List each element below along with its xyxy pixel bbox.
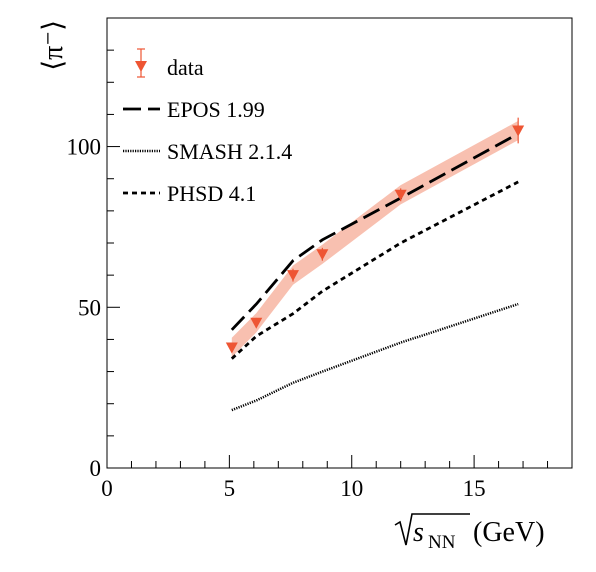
y-axis-title: ⟨π⁻⟩ [38,20,69,71]
x-tick-label: 15 [463,476,486,501]
legend-label: data [167,55,204,80]
data-point [394,189,407,201]
axis-ticks: 0 5 10 15 0 50 100 [67,17,573,501]
data-band [231,120,519,358]
series-line-smash-2-1-4 [231,302,519,412]
y-tick-label: 100 [67,135,102,160]
data-uncertainty-band [231,120,519,358]
y-tick-label: 0 [90,456,102,481]
model-lines [230,132,519,412]
legend-label: EPOS 1.99 [167,97,265,122]
sqrt-sign [394,513,470,546]
axis-titles: ⟨π⁻⟩ s NN (GeV) [38,20,545,553]
series-line-epos-1-99 [230,132,519,331]
x-axis-subscript: NN [428,532,456,553]
data-point [250,317,263,329]
x-axis-title: s NN (GeV) [394,513,545,553]
legend: data EPOS 1.99 SMASH 2.1.4 PHSD 4.1 [123,48,292,206]
data-point [287,270,299,282]
series-line-phsd-4-1 [230,180,519,360]
legend-label: SMASH 2.1.4 [167,139,292,164]
data-point [316,249,329,261]
x-tick-label: 10 [340,476,363,501]
data-point [225,342,238,354]
x-tick-label: 0 [101,476,113,501]
data-point [512,125,525,137]
x-tick-label: 5 [224,476,236,501]
legend-label: PHSD 4.1 [167,181,256,206]
x-axis-variable: s [413,517,424,548]
y-tick-label: 50 [78,295,101,320]
data-points [225,117,525,354]
x-axis-unit: (GeV) [473,517,545,548]
legend-marker [135,61,147,72]
